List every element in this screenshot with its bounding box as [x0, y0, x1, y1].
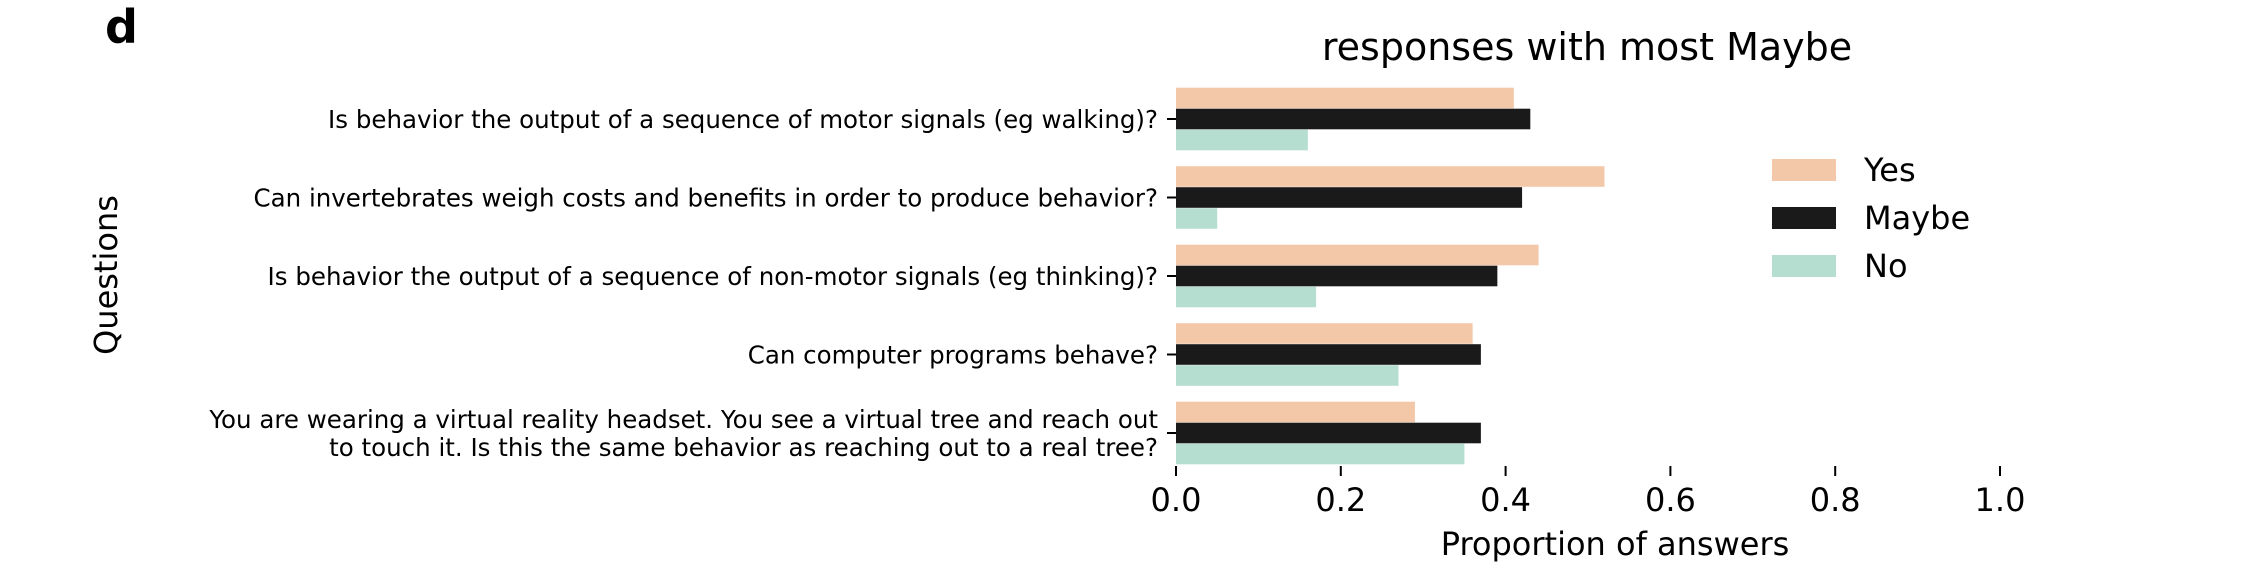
bar-maybe-2: [1176, 265, 1498, 287]
y-tick-label: Can computer programs behave?: [748, 341, 1158, 370]
bar-no-0: [1176, 129, 1308, 151]
x-tick-label: 0.2: [1315, 481, 1366, 519]
panel-label: d: [105, 0, 138, 54]
bar-maybe-4: [1176, 422, 1481, 444]
bar-no-4: [1176, 443, 1465, 465]
bar-maybe-0: [1176, 108, 1531, 130]
legend-label-yes: Yes: [1863, 151, 1916, 189]
bar-yes-2: [1176, 244, 1539, 266]
y-tick-label: You are wearing a virtual reality headse…: [208, 405, 1158, 434]
y-tick-label: Can invertebrates weigh costs and benefi…: [254, 184, 1158, 213]
legend-swatch-no: [1772, 255, 1836, 277]
x-tick-label: 0.6: [1645, 481, 1696, 519]
bar-yes-0: [1176, 87, 1514, 109]
y-tick-label: Is behavior the output of a sequence of …: [328, 105, 1158, 134]
x-tick-label: 0.8: [1810, 481, 1861, 519]
bar-yes-3: [1176, 323, 1473, 344]
chart-title: responses with most Maybe: [1322, 25, 1852, 69]
x-tick-label: 0.4: [1480, 481, 1531, 519]
bars-group: [1176, 87, 1605, 465]
bar-yes-4: [1176, 401, 1415, 423]
bar-maybe-3: [1176, 344, 1481, 365]
y-tick-label: Is behavior the output of a sequence of …: [268, 262, 1158, 291]
x-ticks-group: 0.0 0.2 0.4 0.6 0.8 1.0: [1151, 466, 2026, 519]
bar-no-2: [1176, 286, 1317, 308]
legend-swatch-yes: [1772, 159, 1836, 181]
x-tick-label: 0.0: [1151, 481, 1202, 519]
x-axis-label: Proportion of answers: [1441, 525, 1790, 563]
bar-no-1: [1176, 208, 1218, 229]
x-tick-label: 1.0: [1975, 481, 2026, 519]
y-tick-label: to touch it. Is this the same behavior a…: [329, 433, 1158, 462]
bar-yes-1: [1176, 166, 1605, 187]
bar-no-3: [1176, 365, 1399, 386]
legend-label-maybe: Maybe: [1864, 199, 1970, 237]
legend-swatch-maybe: [1772, 207, 1836, 229]
y-ticks-group: Is behavior the output of a sequence of …: [208, 105, 1176, 462]
y-axis-label: Questions: [87, 195, 125, 355]
legend-label-no: No: [1864, 247, 1908, 285]
bar-maybe-1: [1176, 187, 1523, 208]
legend: Yes Maybe No: [1772, 151, 1970, 285]
